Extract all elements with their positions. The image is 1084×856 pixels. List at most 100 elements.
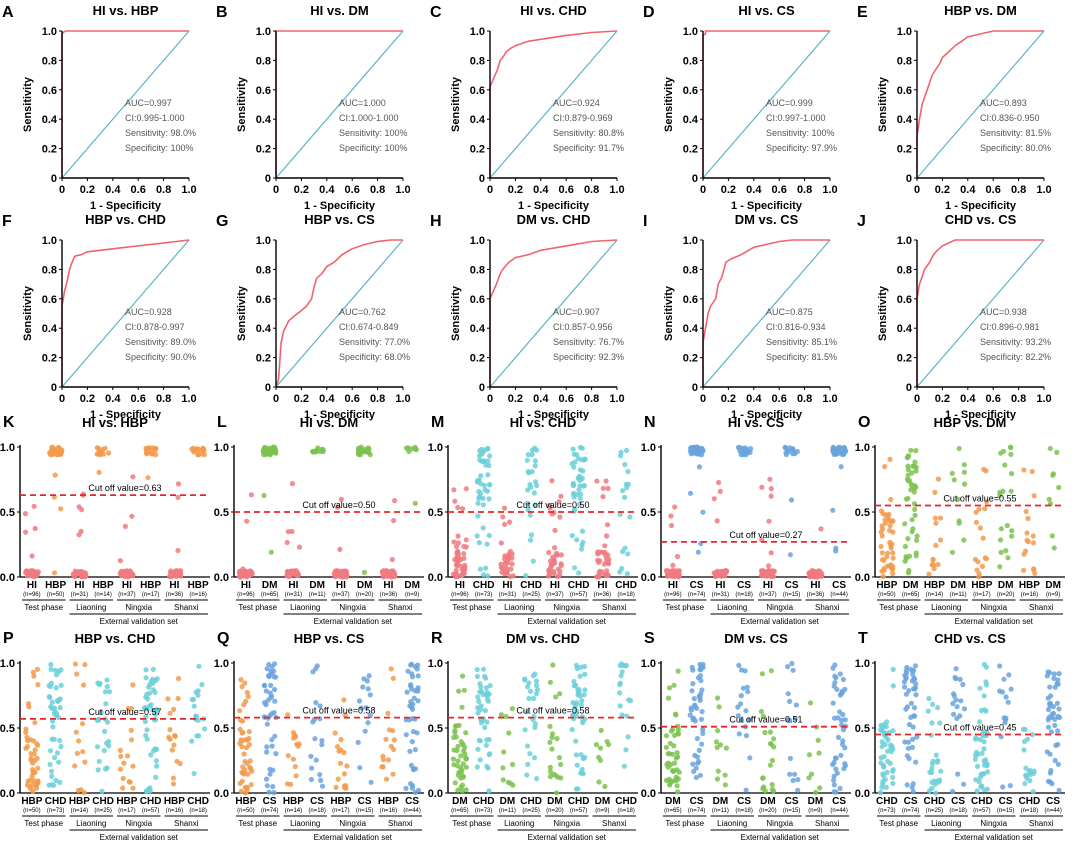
data-point-chd [878, 755, 884, 761]
x-tick-label: 0.6 [131, 184, 146, 196]
data-point-chd [480, 502, 486, 508]
data-point-hbp [172, 733, 178, 739]
subset-label: Test phase [238, 819, 277, 828]
group-label: HBP [21, 796, 42, 807]
data-point-dm [956, 520, 962, 526]
group-count: (n=50) [23, 808, 41, 814]
group-label: HI [122, 580, 132, 591]
data-point-hbp [937, 515, 944, 521]
data-point-cs [736, 662, 742, 669]
data-point-cs [903, 676, 909, 682]
group-label: CHD [615, 580, 637, 591]
data-point-chd [195, 692, 201, 698]
data-point-hi [455, 504, 461, 511]
data-point-hbp [982, 555, 988, 561]
group-label: DM [1045, 580, 1061, 591]
roc-panel-A: A HI vs. HBP000.20.20.40.40.60.60.80.81.0… [2, 3, 197, 212]
data-point-cs [412, 747, 418, 753]
y-tick-label: 0.5 [428, 723, 443, 735]
data-point-hi [175, 481, 182, 487]
data-point-hi [597, 558, 603, 564]
data-point-dm [547, 679, 554, 685]
data-point-cs [831, 759, 837, 766]
group-label: HBP [235, 796, 256, 807]
data-point-cs [408, 781, 414, 787]
data-point-hi [546, 567, 552, 573]
y-tick-label: 0.8 [42, 55, 57, 67]
x-tick-label: 0.8 [1011, 184, 1026, 196]
y-tick-label: 1.0 [897, 235, 912, 247]
data-point-dm [673, 712, 679, 718]
data-point-cs [747, 755, 753, 761]
y-tick-label: 1.0 [897, 26, 912, 38]
data-point-cs [263, 688, 269, 694]
x-tick-label: 0.6 [986, 393, 1001, 405]
data-point-chd [980, 771, 986, 777]
data-point-cs [743, 708, 749, 714]
data-point-chd [885, 748, 891, 754]
data-point-chd [475, 710, 481, 716]
data-point-hbp [886, 511, 892, 517]
data-point-hi [455, 551, 461, 557]
x-tick-label: 0 [914, 393, 920, 405]
group-label: CHD [92, 796, 114, 807]
y-tick-label: 0.2 [256, 353, 271, 365]
data-point-hbp [935, 561, 941, 568]
data-point-dm [722, 782, 729, 788]
data-point-dm [459, 767, 465, 773]
x-tick-label: 0.8 [370, 393, 385, 405]
data-point-hi [767, 476, 773, 482]
data-point-cs [412, 664, 418, 670]
stat-line: AUC=0.938 [980, 307, 1027, 317]
data-point-cs [838, 717, 845, 723]
data-point-dm [593, 742, 600, 748]
panel-title: HI vs. CS [728, 415, 785, 430]
data-point-dm [903, 555, 909, 562]
data-point-hi [461, 570, 467, 577]
y-tick-label: 0 [692, 382, 698, 394]
data-point-dm [452, 780, 458, 786]
panel-title: DM vs. CHD [506, 631, 580, 646]
data-point-chd [57, 779, 63, 786]
group-label: HBP [69, 796, 90, 807]
data-point-dm [758, 708, 765, 715]
data-point-hbp [284, 781, 291, 787]
subset-label: Liaoning [76, 603, 106, 612]
y-tick-label: 0.4 [683, 114, 699, 126]
subset-label: Liaoning [717, 603, 747, 612]
x-tick-label: 0.8 [797, 393, 812, 405]
data-point-chd [147, 785, 153, 791]
y-tick-label: 1.0 [470, 235, 485, 247]
data-point-dm [500, 765, 506, 771]
group-count: (n=37) [759, 592, 777, 598]
data-point-hbp [937, 537, 944, 543]
y-tick-label: 0.8 [256, 264, 271, 276]
stat-line: CI:0.674-0.849 [339, 322, 399, 332]
data-point-chd [190, 697, 197, 703]
group-count: (n=17) [973, 592, 991, 598]
x-tick-label: 0 [700, 184, 706, 196]
data-point-hi [129, 513, 135, 519]
data-point-chd [47, 748, 54, 754]
data-point-chd [888, 742, 894, 748]
x-tick-label: 0.2 [294, 184, 309, 196]
data-point-chd [476, 477, 482, 483]
data-point-cs [950, 788, 956, 795]
group-label: HI [383, 580, 393, 591]
data-point-hbp [31, 751, 37, 757]
panel-letter: D [643, 4, 655, 21]
data-point-hbp [51, 570, 58, 576]
data-point-chd [528, 532, 535, 538]
data-point-chd [573, 752, 579, 758]
data-point-hbp [34, 755, 40, 762]
data-point-cs [838, 464, 844, 470]
data-point-hbp [879, 550, 885, 556]
data-point-cs [958, 698, 964, 704]
data-point-dm [554, 736, 560, 742]
data-point-dm [961, 537, 967, 543]
data-point-hi [558, 552, 564, 558]
data-point-chd [486, 532, 492, 539]
y-axis-label: Sensitivity [450, 285, 462, 341]
data-point-hbp [929, 562, 935, 568]
data-point-chd [475, 500, 481, 506]
